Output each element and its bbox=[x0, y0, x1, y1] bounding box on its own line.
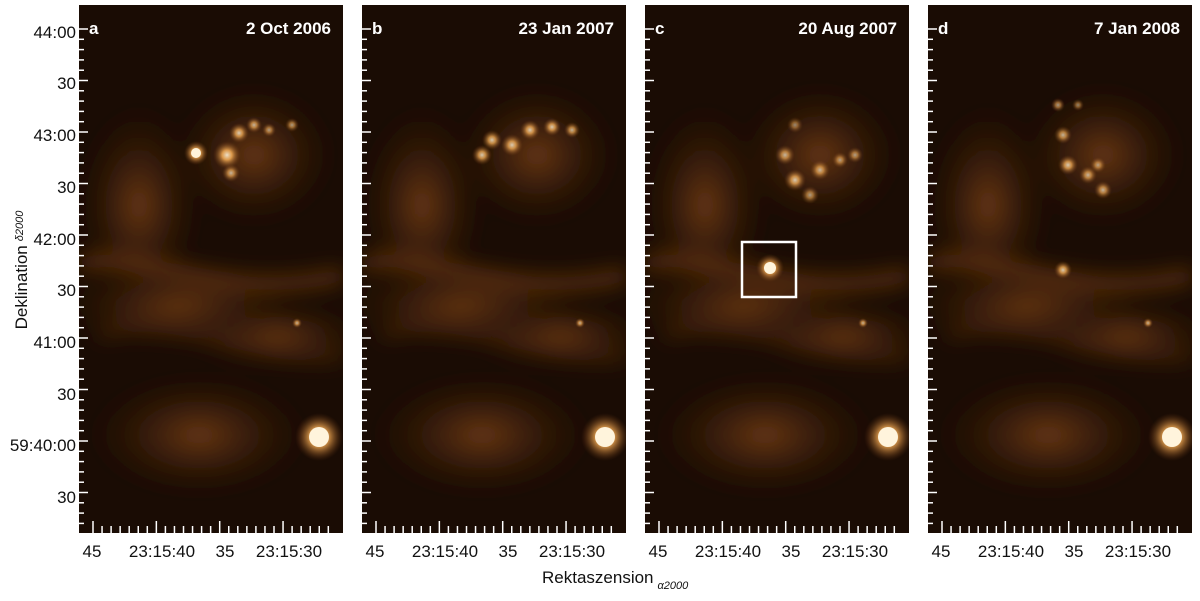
star-core bbox=[309, 427, 329, 447]
faint-source bbox=[1143, 318, 1153, 328]
y-tick-label: 30 bbox=[57, 178, 76, 197]
emission-knot bbox=[1054, 126, 1072, 144]
y-tick-label: 59:40:00 bbox=[9, 436, 76, 455]
panel-date: 7 Jan 2008 bbox=[1093, 19, 1180, 38]
image-panel-b: b 23 Jan 2007 bbox=[362, 5, 626, 533]
axis-ticks bbox=[928, 28, 1179, 533]
astronomical-image bbox=[79, 5, 343, 533]
x-tick-label: 23:15:40 bbox=[977, 542, 1045, 561]
faint-source bbox=[858, 318, 868, 328]
emission-knot bbox=[810, 160, 830, 180]
emission-knot bbox=[222, 164, 240, 182]
emission-knot bbox=[229, 123, 249, 143]
faint-source bbox=[575, 318, 585, 328]
emission-knot bbox=[262, 123, 276, 137]
transient-core bbox=[191, 148, 201, 158]
emission-knot bbox=[472, 145, 492, 165]
emission-knot bbox=[1072, 99, 1084, 111]
emission-knot bbox=[832, 152, 848, 168]
y-tick-label: 44:00 bbox=[33, 23, 76, 42]
star-core bbox=[878, 427, 898, 447]
x-tick-label: 45 bbox=[648, 542, 668, 561]
emission-knot bbox=[1051, 98, 1065, 112]
x-tick-label: 45 bbox=[365, 542, 385, 561]
nebula-haze bbox=[362, 85, 626, 495]
axis-ticks bbox=[362, 28, 613, 533]
emission-knot bbox=[787, 117, 803, 133]
astronomical-image bbox=[645, 5, 909, 533]
nebula-haze bbox=[928, 85, 1192, 495]
emission-knot bbox=[847, 147, 863, 163]
x-tick-label: 35 bbox=[781, 542, 801, 561]
panel-letter: c bbox=[655, 19, 665, 38]
y-tick-label: 30 bbox=[57, 281, 76, 300]
y-axis-sub: δ2000 bbox=[14, 210, 26, 242]
emission-knot bbox=[784, 169, 806, 191]
y-tick-label: 30 bbox=[57, 74, 76, 93]
highlight-box bbox=[740, 240, 798, 299]
x-tick-label: 45 bbox=[931, 542, 951, 561]
emission-knot bbox=[482, 130, 502, 150]
panel-date: 23 Jan 2007 bbox=[518, 19, 614, 38]
astronomical-image bbox=[362, 5, 626, 533]
emission-knot bbox=[246, 117, 262, 133]
fading-source bbox=[1054, 261, 1072, 279]
x-tick-label: 23:15:30 bbox=[255, 542, 323, 561]
y-axis-title: Deklination δ2000 bbox=[12, 211, 32, 330]
x-tick-label: 23:15:40 bbox=[128, 542, 196, 561]
emission-knot bbox=[1094, 181, 1112, 199]
faint-source bbox=[292, 318, 302, 328]
x-axis-label: Rektaszension bbox=[542, 568, 654, 587]
panel-date: 2 Oct 2006 bbox=[245, 19, 331, 38]
axis-ticks bbox=[79, 28, 330, 533]
astronomical-image bbox=[928, 5, 1192, 533]
panel-date: 20 Aug 2007 bbox=[798, 19, 897, 38]
y-tick-label: 41:00 bbox=[33, 333, 76, 352]
x-tick-label: 23:15:30 bbox=[1104, 542, 1172, 561]
panel-letter: a bbox=[89, 19, 99, 38]
y-axis-label: Deklination bbox=[12, 245, 31, 330]
panel-letter: d bbox=[938, 19, 949, 38]
x-tick-label: 35 bbox=[1064, 542, 1084, 561]
emission-knot bbox=[1058, 155, 1078, 175]
x-tick-label: 23:15:30 bbox=[821, 542, 889, 561]
x-axis-title: Rektaszension α2000 bbox=[542, 568, 688, 592]
panel-letter: b bbox=[372, 19, 383, 38]
emission-knot bbox=[520, 120, 540, 140]
emission-knot bbox=[501, 134, 523, 156]
x-tick-label: 45 bbox=[82, 542, 102, 561]
y-tick-label: 43:00 bbox=[33, 126, 76, 145]
nebula-haze bbox=[645, 85, 909, 495]
transient-core bbox=[764, 262, 776, 274]
nebula-haze bbox=[79, 85, 343, 495]
y-tick-label: 30 bbox=[57, 488, 76, 507]
x-axis-sub: α2000 bbox=[657, 580, 689, 592]
x-tick-label: 23:15:30 bbox=[538, 542, 606, 561]
image-panel-d: d 7 Jan 2008 bbox=[928, 5, 1192, 533]
emission-knot bbox=[564, 122, 580, 138]
emission-knot bbox=[775, 145, 795, 165]
emission-knot bbox=[543, 118, 561, 136]
emission-knot bbox=[1090, 157, 1106, 173]
axis-ticks bbox=[645, 28, 896, 533]
star-core bbox=[595, 427, 615, 447]
x-tick-label: 35 bbox=[215, 542, 235, 561]
emission-knot bbox=[285, 118, 299, 132]
image-panel-a: a 2 Oct 2006 bbox=[79, 5, 343, 533]
emission-knot bbox=[801, 186, 819, 204]
star-core bbox=[1162, 427, 1182, 447]
y-tick-label: 42:00 bbox=[33, 230, 76, 249]
x-tick-label: 23:15:40 bbox=[411, 542, 479, 561]
x-tick-label: 35 bbox=[498, 542, 518, 561]
image-panel-c: c 20 Aug 2007 bbox=[645, 5, 909, 533]
x-tick-label: 23:15:40 bbox=[694, 542, 762, 561]
y-tick-label: 30 bbox=[57, 385, 76, 404]
emission-knot bbox=[213, 141, 241, 169]
